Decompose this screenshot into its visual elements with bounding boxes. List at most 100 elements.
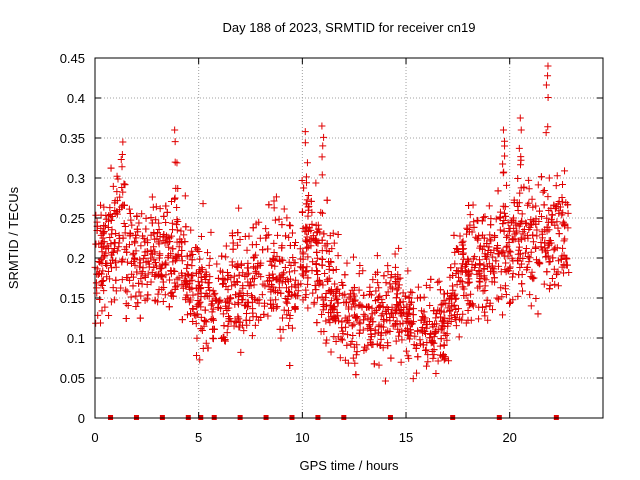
y-tick-label: 0.15 — [60, 291, 85, 306]
data-point — [265, 201, 273, 209]
data-point — [323, 336, 331, 344]
data-point — [542, 129, 550, 137]
data-point — [407, 288, 415, 296]
data-point — [192, 320, 200, 328]
data-point — [450, 292, 458, 300]
data-point — [356, 261, 364, 269]
data-point — [404, 327, 412, 335]
data-point — [161, 239, 169, 247]
data-point — [482, 253, 490, 261]
data-point — [329, 306, 337, 314]
data-point — [155, 226, 163, 234]
data-point — [327, 288, 335, 296]
data-point — [185, 271, 193, 279]
data-point — [440, 308, 448, 316]
data-point — [430, 346, 438, 354]
data-point — [304, 274, 312, 282]
data-point — [113, 208, 121, 216]
data-point — [275, 277, 283, 285]
data-point — [235, 289, 243, 297]
data-point — [126, 276, 134, 284]
data-point — [500, 209, 508, 217]
data-point — [405, 294, 413, 302]
x-tick-label: 0 — [91, 430, 98, 445]
data-point — [501, 152, 509, 160]
data-point — [269, 255, 277, 263]
data-point — [508, 254, 516, 262]
data-point — [371, 326, 379, 334]
data-point — [387, 271, 395, 279]
data-point — [315, 225, 323, 233]
data-point — [455, 273, 463, 281]
data-point — [158, 285, 166, 293]
data-point — [264, 277, 272, 285]
data-point — [378, 299, 386, 307]
data-point — [544, 123, 552, 131]
data-point — [282, 284, 290, 292]
data-point — [564, 209, 572, 217]
data-point — [313, 248, 321, 256]
data-point — [402, 347, 410, 355]
data-point — [487, 237, 495, 245]
data-point — [480, 265, 488, 273]
data-point — [382, 329, 390, 337]
data-point — [188, 262, 196, 270]
data-point — [345, 303, 353, 311]
data-point — [197, 313, 205, 321]
data-point — [264, 245, 272, 253]
data-point — [419, 341, 427, 349]
data-point — [119, 188, 127, 196]
data-point — [304, 212, 312, 220]
data-point — [448, 302, 456, 310]
data-point — [501, 285, 509, 293]
data-point — [229, 245, 237, 253]
data-point — [173, 216, 181, 224]
data-point — [286, 361, 294, 369]
data-point — [182, 296, 190, 304]
data-point — [255, 316, 263, 324]
data-point — [440, 290, 448, 298]
data-point — [516, 250, 524, 258]
data-point — [481, 312, 489, 320]
data-point — [555, 207, 563, 215]
data-point — [215, 299, 223, 307]
data-point — [123, 274, 131, 282]
data-point — [260, 302, 268, 310]
data-point — [458, 239, 466, 247]
data-point — [482, 303, 490, 311]
data-point — [356, 301, 364, 309]
data-point — [193, 245, 201, 253]
data-point — [504, 232, 512, 240]
data-point — [102, 249, 110, 257]
data-point — [355, 329, 363, 337]
data-point — [313, 229, 321, 237]
data-point — [446, 307, 454, 315]
data-point — [487, 215, 495, 223]
data-point — [365, 290, 373, 298]
data-point — [537, 243, 545, 251]
data-point — [288, 283, 296, 291]
x-tick-labels: 0 5 10 15 20 — [91, 430, 517, 445]
data-point — [319, 306, 327, 314]
data-point — [104, 268, 112, 276]
data-point — [207, 301, 215, 309]
data-point — [502, 212, 510, 220]
data-point — [272, 193, 280, 201]
data-point — [160, 231, 168, 239]
data-point — [318, 171, 326, 179]
data-point — [319, 281, 327, 289]
data-point — [92, 279, 100, 287]
data-point — [265, 231, 273, 239]
data-point — [530, 274, 538, 282]
data-point — [517, 156, 525, 164]
data-point — [122, 300, 130, 308]
data-point — [192, 284, 200, 292]
data-point — [350, 284, 358, 292]
data-point — [318, 293, 326, 301]
data-point — [183, 311, 191, 319]
data-point — [367, 330, 375, 338]
data-point — [516, 220, 524, 228]
data-point — [339, 281, 347, 289]
data-point — [469, 201, 477, 209]
data-point — [559, 198, 567, 206]
